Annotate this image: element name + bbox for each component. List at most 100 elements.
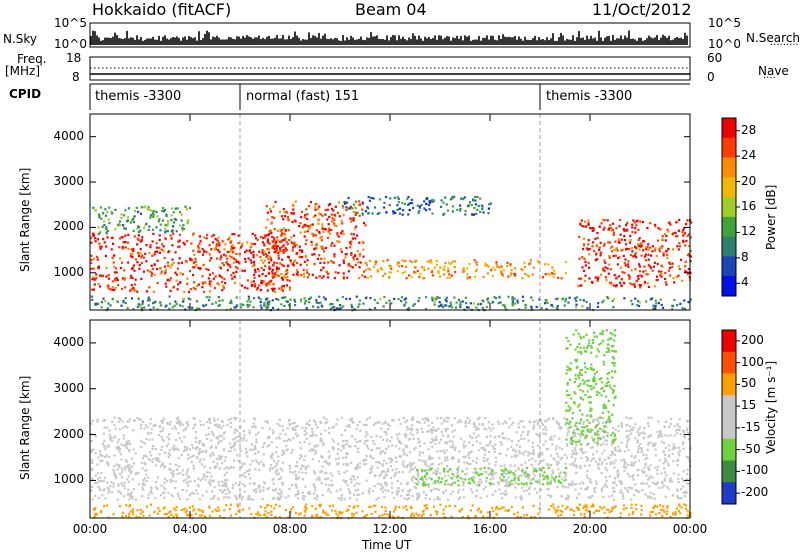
scatter-cell xyxy=(414,446,417,449)
scatter-cell xyxy=(446,435,449,438)
scatter-cell xyxy=(587,219,590,222)
scatter-cell xyxy=(315,203,318,206)
scatter-cell xyxy=(636,439,639,442)
scatter-cell xyxy=(480,204,483,207)
scatter-cell xyxy=(171,229,174,232)
scatter-cell xyxy=(174,251,177,254)
scatter-cell xyxy=(631,303,634,306)
scatter-cell xyxy=(306,230,309,233)
scatter-cell xyxy=(654,225,657,228)
scatter-cell xyxy=(142,488,145,491)
scatter-cell xyxy=(96,258,99,261)
scatter-cell xyxy=(240,244,243,247)
scatter-cell xyxy=(645,482,648,485)
scatter-cell xyxy=(192,249,195,252)
scatter-cell xyxy=(255,433,258,436)
scatter-cell xyxy=(669,223,672,226)
scatter-cell xyxy=(425,464,428,467)
scatter-cell xyxy=(663,434,666,437)
scatter-cell xyxy=(218,244,221,247)
scatter-cell xyxy=(182,300,185,303)
scatter-cell xyxy=(316,242,319,245)
scatter-cell xyxy=(489,440,492,443)
scatter-cell xyxy=(298,457,301,460)
scatter-cell xyxy=(225,471,229,474)
scatter-cell xyxy=(307,225,310,228)
scatter-cell xyxy=(290,212,293,215)
scatter-cell xyxy=(556,486,559,489)
scatter-cell xyxy=(662,254,665,257)
scatter-cell xyxy=(259,304,262,307)
scatter-cell xyxy=(136,261,139,264)
scatter-cell xyxy=(117,484,120,487)
scatter-cell xyxy=(624,229,627,232)
scatter-cell xyxy=(374,474,377,477)
scatter-cell xyxy=(111,420,114,423)
scatter-cell xyxy=(139,305,142,308)
scatter-cell xyxy=(398,447,401,450)
scatter-cell xyxy=(539,451,542,454)
scatter-cell xyxy=(354,445,357,448)
scatter-cell xyxy=(169,480,172,483)
scatter-cell xyxy=(590,436,594,439)
scatter-cell xyxy=(271,216,274,219)
scatter-cell xyxy=(165,213,168,216)
scatter-cell xyxy=(461,300,464,303)
scatter-cell xyxy=(152,232,155,235)
scatter-cell xyxy=(546,477,550,480)
scatter-cell xyxy=(498,422,501,426)
scatter-cell xyxy=(613,477,616,480)
scatter-cell xyxy=(321,227,324,230)
scatter-cell xyxy=(168,453,171,456)
scatter-cell xyxy=(113,416,116,419)
scatter-cell xyxy=(434,429,438,432)
scatter-cell xyxy=(596,231,599,235)
scatter-cell xyxy=(185,470,189,473)
scatter-cell xyxy=(355,295,358,298)
scatter-cell xyxy=(111,285,114,289)
scatter-cell xyxy=(147,304,150,307)
scatter-cell xyxy=(505,482,508,485)
scatter-cell xyxy=(316,257,319,260)
scatter-cell xyxy=(588,248,591,251)
scatter-cell xyxy=(328,232,332,235)
scatter-cell xyxy=(241,465,244,468)
scatter-cell xyxy=(556,297,559,300)
scatter-cell xyxy=(507,275,510,278)
scatter-cell xyxy=(592,457,595,460)
scatter-cell xyxy=(381,463,384,466)
scatter-cell xyxy=(156,267,159,271)
scatter-cell xyxy=(358,440,361,443)
scatter-cell xyxy=(318,212,321,215)
scatter-cell xyxy=(264,234,267,237)
scatter-cell xyxy=(615,276,618,279)
scatter-cell xyxy=(158,246,161,249)
scatter-cell xyxy=(254,426,257,429)
scatter-cell xyxy=(236,435,239,438)
scatter-cell xyxy=(233,276,236,279)
scatter-cell xyxy=(252,498,255,501)
scatter-cell xyxy=(270,231,273,235)
scatter-cell xyxy=(411,433,415,437)
scatter-cell xyxy=(546,487,549,491)
scatter-cell xyxy=(317,302,320,305)
scatter-cell xyxy=(380,427,383,430)
scatter-cell xyxy=(335,298,339,301)
scatter-cell xyxy=(275,462,278,465)
scatter-cell xyxy=(407,438,410,441)
scatter-cell xyxy=(407,213,410,216)
scatter-cell xyxy=(425,308,428,311)
scatter-cell xyxy=(137,297,140,300)
scatter-cell xyxy=(672,472,676,475)
scatter-cell xyxy=(140,239,143,242)
scatter-cell xyxy=(476,418,479,421)
scatter-cell xyxy=(556,460,559,464)
scatter-cell xyxy=(226,269,229,272)
scatter-cell xyxy=(108,206,111,209)
scatter-cell xyxy=(121,277,124,280)
scatter-cell xyxy=(483,427,486,430)
scatter-cell xyxy=(437,305,440,308)
scatter-cell xyxy=(177,465,180,468)
scatter-cell xyxy=(620,441,623,444)
scatter-cell xyxy=(160,463,164,466)
